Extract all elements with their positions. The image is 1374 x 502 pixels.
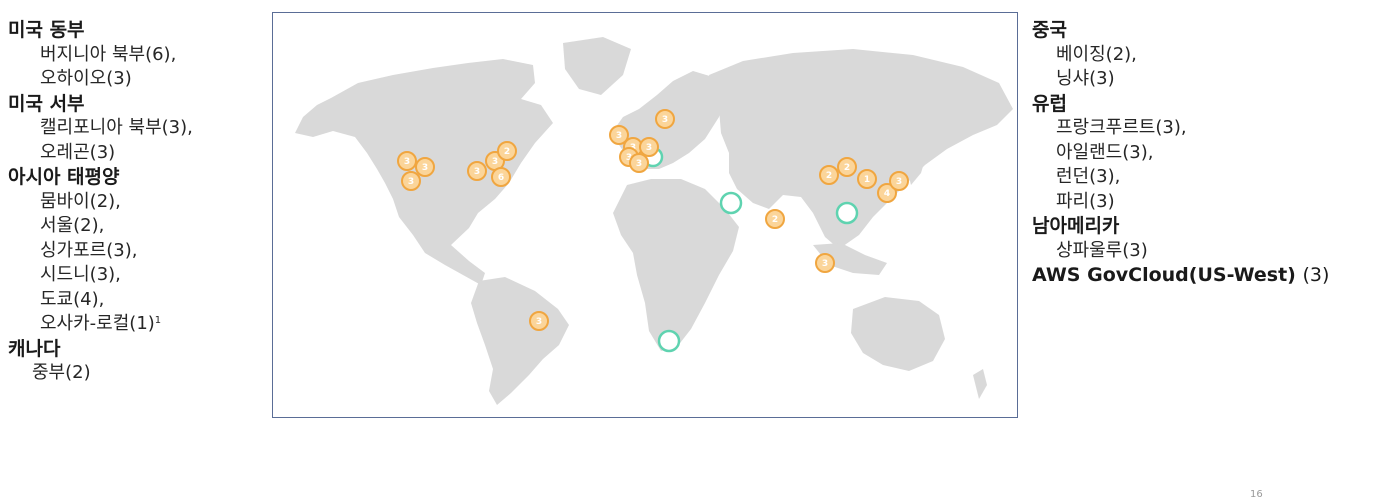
az-badges: 333332633333323221433 xyxy=(397,109,909,331)
region-title: 유럽 xyxy=(1032,92,1067,115)
left-region-list: 미국 동부 버지니아 북부(6), 오하이오(3) 미국 서부 캘리포니아 북부… xyxy=(8,18,276,386)
region-south-america: 남아메리카 상파울루(3) xyxy=(1032,214,1374,263)
page-number: 16 xyxy=(1250,489,1263,500)
land-se-asia xyxy=(813,243,887,275)
upcoming-region-marker xyxy=(657,329,681,353)
land-new-zealand xyxy=(973,369,987,399)
region-location: 런던(3), xyxy=(1056,166,1121,187)
az-count-label: 3 xyxy=(492,157,498,167)
region-location: 베이징(2), xyxy=(1056,43,1137,65)
region-location: 뭄바이(2), xyxy=(40,190,121,212)
region-us-west: 미국 서부 캘리포니아 북부(3), 오레곤(3) xyxy=(8,92,276,166)
region-location: 오사카-로컬(1)1 xyxy=(8,312,276,337)
az-count-label: 6 xyxy=(498,173,504,183)
az-count-label: 2 xyxy=(826,171,832,181)
region-location: 닝샤(3) xyxy=(1056,68,1115,89)
region-location: 서울(2), xyxy=(40,215,105,236)
land-africa xyxy=(613,179,739,351)
az-count-badge: 3 xyxy=(467,161,487,181)
region-govcloud: AWS GovCloud(US-West) (3) xyxy=(1032,263,1374,288)
az-count-badge: 3 xyxy=(889,171,909,191)
az-count-badge: 3 xyxy=(397,151,417,171)
az-count-label: 1 xyxy=(864,175,870,185)
region-asia-pacific: 아시아 태평양 뭄바이(2), 서울(2), 싱가포르(3), 시드니(3), … xyxy=(8,165,276,337)
region-location: 중부(2) xyxy=(32,362,91,383)
az-count-badge: 4 xyxy=(877,183,897,203)
az-count-badge: 3 xyxy=(639,137,659,157)
az-count-label: 3 xyxy=(646,143,652,153)
region-location: 캘리포니아 북부(3), xyxy=(40,117,193,138)
upcoming-region-markers xyxy=(642,146,859,353)
az-count-badge: 1 xyxy=(857,169,877,189)
land-south-america xyxy=(471,277,569,405)
region-location: 싱가포르(3), xyxy=(40,239,138,261)
az-count-badge: 3 xyxy=(629,153,649,173)
region-location: 오하이오(3) xyxy=(40,68,132,89)
az-count-label: 3 xyxy=(616,131,622,141)
az-count-label: 3 xyxy=(662,115,668,125)
az-count-badge: 3 xyxy=(529,311,549,331)
az-count-label: 2 xyxy=(772,215,778,225)
world-map-frame: 333332633333323221433 xyxy=(272,12,1018,418)
az-count-badge: 2 xyxy=(765,209,785,229)
az-count-label: 3 xyxy=(822,259,828,269)
region-canada: 캐나다 중부(2) xyxy=(8,337,276,386)
region-location: 파리(3) xyxy=(1056,190,1115,212)
govcloud-count: (3) xyxy=(1302,264,1330,286)
region-title: 미국 서부 xyxy=(8,92,85,115)
region-title: 아시아 태평양 xyxy=(8,166,120,188)
govcloud-name: AWS GovCloud(US-West) xyxy=(1032,264,1296,286)
region-location: 도쿄(4), xyxy=(40,288,105,310)
az-count-badge: 2 xyxy=(837,157,857,177)
region-title: 중국 xyxy=(1032,19,1067,41)
region-location: 시드니(3), xyxy=(40,264,121,285)
land-greenland xyxy=(563,37,631,95)
upcoming-region-marker xyxy=(835,201,859,225)
region-title: 미국 동부 xyxy=(8,19,85,41)
region-location: 아일랜드(3), xyxy=(1056,141,1154,163)
az-count-badge: 3 xyxy=(609,125,629,145)
region-europe: 유럽 프랑크푸르트(3), 아일랜드(3), 런던(3), 파리(3) xyxy=(1032,92,1374,215)
az-count-badge: 3 xyxy=(415,157,435,177)
region-location: 상파울루(3) xyxy=(1056,239,1148,261)
land-masses xyxy=(295,37,1013,405)
az-count-label: 3 xyxy=(404,157,410,167)
az-count-label: 2 xyxy=(504,147,510,157)
region-location: 오레곤(3) xyxy=(40,141,116,163)
az-count-label: 4 xyxy=(884,189,890,199)
land-australia xyxy=(851,297,945,371)
az-count-badge: 3 xyxy=(655,109,675,129)
right-region-list: 중국 베이징(2), 닝샤(3) 유럽 프랑크푸르트(3), 아일랜드(3), … xyxy=(1032,18,1374,288)
region-location: 버지니아 북부(6), xyxy=(40,43,177,65)
az-count-label: 3 xyxy=(474,167,480,177)
az-count-badge: 6 xyxy=(491,167,511,187)
region-us-east: 미국 동부 버지니아 북부(6), 오하이오(3) xyxy=(8,18,276,92)
land-japan xyxy=(907,137,927,185)
az-count-label: 2 xyxy=(844,163,850,173)
az-count-label: 3 xyxy=(536,317,542,327)
footnote-mark: 1 xyxy=(154,315,162,326)
az-count-label: 3 xyxy=(896,177,902,187)
region-china: 중국 베이징(2), 닝샤(3) xyxy=(1032,18,1374,92)
land-asia xyxy=(709,49,1013,249)
region-location: 프랑크푸르트(3), xyxy=(1056,117,1187,138)
az-count-badge: 3 xyxy=(815,253,835,273)
world-map: 333332633333323221433 xyxy=(295,37,1013,405)
az-count-label: 3 xyxy=(626,153,632,163)
az-count-label: 3 xyxy=(422,163,428,173)
region-title: 남아메리카 xyxy=(1032,215,1120,237)
az-count-label: 3 xyxy=(636,159,642,169)
az-count-badge: 2 xyxy=(819,165,839,185)
location-text: 오사카-로컬(1) xyxy=(40,313,155,334)
az-count-badge: 3 xyxy=(401,171,421,191)
region-title: 캐나다 xyxy=(8,337,61,360)
az-count-label: 3 xyxy=(408,177,414,187)
az-count-badge: 2 xyxy=(497,141,517,161)
upcoming-region-marker xyxy=(719,191,743,215)
